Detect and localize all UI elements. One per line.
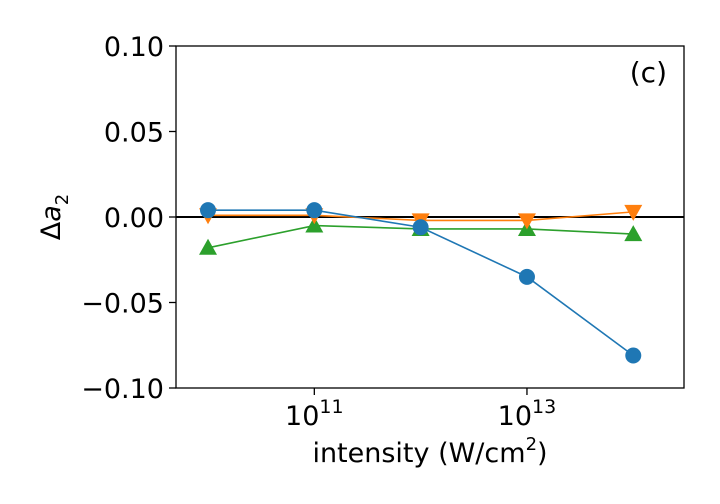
y-tick-label: −0.05 (81, 289, 164, 320)
x-axis-label: intensity (W/cm2) (312, 434, 547, 469)
series-circle (200, 202, 642, 364)
y-tick-label: −0.10 (81, 374, 164, 405)
x-axis-label-superscript: 2 (526, 434, 537, 455)
x-axis-label-text: intensity (W/cm (312, 438, 525, 469)
x-tick-label: 1011 (285, 396, 344, 432)
data-point-circle (306, 202, 323, 219)
data-point-circle (625, 347, 642, 364)
x-tick-exponent: 11 (319, 396, 343, 418)
y-axis-label-variable: a (36, 205, 67, 222)
panel-label: (c) (630, 56, 667, 89)
data-point-circle (412, 219, 429, 236)
y-axis-label-delta: Δ (36, 221, 67, 240)
y-tick-label: 0.10 (104, 32, 164, 63)
data-point-triangle-up (624, 225, 643, 242)
data-point-triangle-up (305, 216, 324, 233)
data-point-triangle-up (199, 238, 218, 255)
data-point-triangle-down (517, 213, 536, 230)
data-point-circle (518, 268, 535, 285)
data-series (199, 202, 643, 364)
x-tick-exponent: 13 (532, 396, 556, 418)
y-axis-label: Δa2 (36, 194, 73, 240)
y-axis-label-subscript: 2 (52, 194, 73, 205)
data-point-circle (200, 202, 217, 219)
y-tick-label: 0.05 (104, 118, 164, 149)
x-tick-base: 10 (285, 401, 319, 432)
plot-frame (175, 45, 685, 389)
data-point-triangle-down (624, 204, 643, 221)
x-axis-label-tail: ) (537, 438, 548, 469)
x-tick-label: 1013 (498, 396, 557, 432)
x-axis-ticks: 1011 1013 (285, 388, 556, 432)
y-tick-label: 0.00 (104, 203, 164, 234)
x-tick-base: 10 (498, 401, 532, 432)
y-axis-ticks: 0.10 0.05 0.00 −0.05 −0.10 (81, 32, 176, 405)
